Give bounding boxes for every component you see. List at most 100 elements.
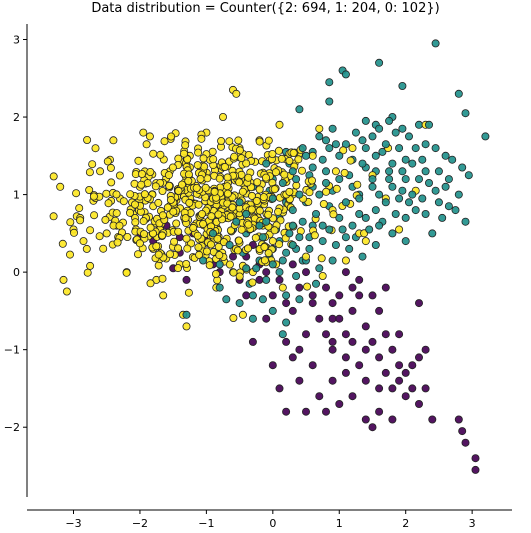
scatter-point-class-0 (268, 291, 277, 300)
scatter-point-class-0 (414, 353, 423, 362)
scatter-point-class-2 (196, 174, 205, 183)
scatter-point-class-0 (355, 291, 364, 300)
scatter-point-class-1 (248, 314, 257, 323)
scatter-point-class-0 (308, 291, 317, 300)
y-tick-label: 3 (13, 34, 20, 47)
scatter-point-class-1 (255, 221, 264, 230)
scatter-point-class-2 (146, 279, 155, 288)
scatter-point-class-2 (261, 173, 270, 182)
scatter-point-class-2 (139, 229, 148, 238)
scatter-point-class-1 (371, 240, 380, 249)
scatter-point-class-2 (264, 210, 273, 219)
scatter-point-class-0 (368, 291, 377, 300)
scatter-point-class-1 (325, 78, 334, 87)
scatter-point-class-0 (315, 314, 324, 323)
scatter-point-class-1 (288, 167, 297, 176)
scatter-point-class-0 (315, 392, 324, 401)
scatter-point-class-2 (174, 186, 183, 195)
scatter-point-class-2 (214, 210, 223, 219)
scatter-point-class-2 (56, 182, 65, 191)
scatter-point-class-1 (348, 221, 357, 230)
scatter-point-class-1 (355, 209, 364, 218)
scatter-point-class-2 (270, 226, 279, 235)
scatter-point-class-1 (418, 155, 427, 164)
scatter-point-class-1 (401, 213, 410, 222)
scatter-point-class-2 (164, 171, 173, 180)
scatter-point-class-1 (421, 167, 430, 176)
x-tick-label: 1 (336, 517, 343, 530)
scatter-point-class-1 (388, 229, 397, 238)
scatter-point-class-2 (319, 199, 328, 208)
scatter-point-class-2 (163, 203, 172, 212)
scatter-point-class-1 (295, 295, 304, 304)
scatter-point-class-1 (311, 279, 320, 288)
scatter-point-class-2 (146, 167, 155, 176)
scatter-point-class-1 (282, 248, 291, 257)
scatter-point-class-2 (95, 232, 104, 241)
scatter-point-class-2 (165, 250, 174, 259)
scatter-point-class-2 (247, 191, 256, 200)
scatter-point-class-2 (251, 233, 260, 242)
scatter-point-class-2 (183, 244, 192, 253)
scatter-point-class-2 (179, 149, 188, 158)
scatter-point-class-1 (331, 240, 340, 249)
scatter-point-class-1 (341, 198, 350, 207)
x-tick-label: −2 (132, 517, 148, 530)
scatter-point-class-0 (395, 361, 404, 370)
scatter-point-class-2 (145, 132, 154, 141)
scatter-point-class-1 (361, 213, 370, 222)
scatter-point-class-2 (232, 89, 241, 98)
scatter-point-class-2 (122, 268, 131, 277)
scatter-point-class-1 (391, 128, 400, 137)
scatter-point-class-1 (448, 155, 457, 164)
scatter-point-class-0 (295, 376, 304, 385)
scatter-point-class-0 (308, 361, 317, 370)
scatter-point-class-1 (351, 128, 360, 137)
scatter-point-class-2 (200, 162, 209, 171)
scatter-point-class-0 (355, 275, 364, 284)
scatter-point-class-2 (207, 212, 216, 221)
scatter-point-class-1 (365, 225, 374, 234)
scatter-point-class-0 (348, 283, 357, 292)
scatter-point-class-0 (288, 306, 297, 315)
y-tick-label: −2 (4, 421, 20, 434)
scatter-point-class-0 (248, 337, 257, 346)
scatter-point-class-1 (335, 151, 344, 160)
scatter-point-class-2 (156, 150, 165, 159)
scatter-point-class-2 (223, 173, 232, 182)
scatter-point-class-1 (401, 175, 410, 184)
scatter-point-class-2 (66, 218, 75, 227)
scatter-point-class-1 (328, 256, 337, 265)
scatter-point-class-0 (275, 384, 284, 393)
scatter-point-class-2 (244, 173, 253, 182)
scatter-point-class-0 (388, 384, 397, 393)
scatter-point-class-2 (297, 166, 306, 175)
chart-title: Data distribution = Counter({2: 694, 1: … (91, 1, 440, 16)
scatter-point-class-2 (278, 283, 287, 292)
scatter-point-class-1 (321, 167, 330, 176)
scatter-point-class-2 (166, 195, 175, 204)
scatter-point-class-2 (215, 174, 224, 183)
scatter-point-class-1 (388, 182, 397, 191)
scatter-point-class-2 (112, 209, 121, 218)
scatter-point-class-2 (213, 234, 222, 243)
scatter-point-class-2 (275, 240, 284, 249)
scatter-point-class-2 (209, 155, 218, 164)
scatter-point-class-2 (199, 219, 208, 228)
scatter-point-class-2 (301, 252, 310, 261)
scatter-point-class-2 (275, 120, 284, 129)
scatter-point-class-1 (258, 233, 267, 242)
scatter-point-class-2 (340, 168, 349, 177)
scatter-point-class-2 (353, 180, 362, 189)
scatter-point-class-1 (321, 136, 330, 145)
scatter-point-class-0 (454, 415, 463, 424)
scatter-point-class-2 (70, 228, 79, 237)
scatter-point-class-1 (301, 151, 310, 160)
scatter-point-class-1 (385, 167, 394, 176)
scatter-point-class-1 (315, 190, 324, 199)
scatter-point-class-1 (292, 271, 301, 280)
points-layer (49, 39, 490, 474)
scatter-point-class-2 (177, 180, 186, 189)
scatter-point-class-2 (168, 163, 177, 172)
